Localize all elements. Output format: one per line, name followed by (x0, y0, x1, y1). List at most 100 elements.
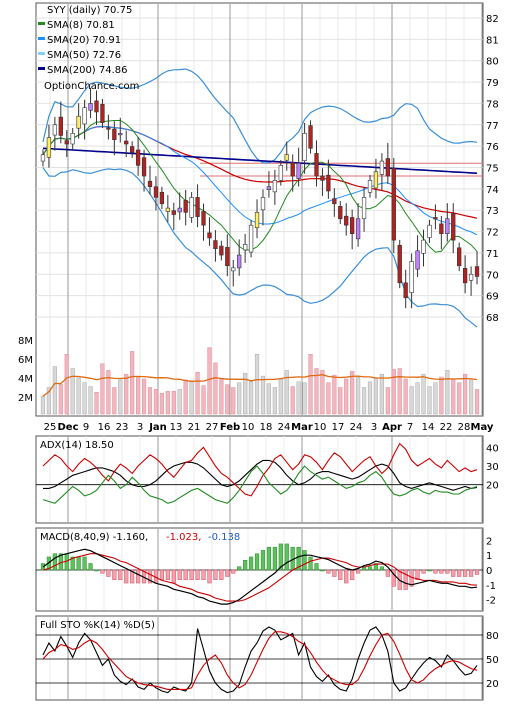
price-candle (314, 140, 319, 187)
macd-histogram-bar (463, 569, 468, 577)
macd-histogram-bar (195, 569, 200, 581)
price-candle (278, 160, 283, 186)
candle-body (355, 218, 361, 240)
macd-histogram-bar (231, 569, 236, 574)
price-candle (326, 159, 331, 199)
price-candle (219, 240, 224, 261)
price-candle (254, 199, 260, 239)
macd-histogram-bar (338, 569, 343, 581)
macd-histogram-bar (385, 569, 390, 577)
date-tick-label: 28 (458, 422, 471, 433)
legend-sma50: SMA(50) 72.76 (47, 50, 121, 61)
volume-bar (195, 372, 200, 415)
macd-histogram-bar (272, 546, 277, 571)
macd-histogram-bar (94, 569, 99, 572)
candle-body (326, 174, 331, 192)
price-candle (266, 171, 272, 198)
candle-body (189, 197, 194, 218)
volume-bar (439, 376, 444, 415)
sma200-line (42, 147, 478, 174)
date-tick-label: 3 (137, 422, 143, 433)
price-tick-label: 75 (486, 164, 499, 175)
macd-hist-value: -0.138 (208, 532, 240, 543)
candle-body (135, 149, 141, 166)
macd-histogram-bar (296, 546, 301, 571)
macd-histogram-bar (314, 563, 319, 571)
volume-bar (183, 379, 188, 415)
macd-histogram-bar (278, 543, 283, 571)
panel-tick-label: 50 (486, 655, 499, 666)
volume-bar (254, 354, 260, 415)
candle-body (445, 218, 450, 235)
date-tick-label: 13 (170, 422, 183, 433)
candle-body (76, 115, 81, 129)
volume-bar (52, 366, 57, 415)
date-tick-label: 9 (83, 422, 89, 433)
candle-body (248, 224, 254, 253)
macd-histogram-bar (284, 543, 289, 571)
macd-histogram-bar (183, 569, 188, 581)
candle-body (421, 239, 426, 254)
candle-body (213, 240, 218, 249)
price-candle (231, 259, 236, 287)
volume-bar (46, 387, 52, 415)
candle-body (439, 223, 444, 235)
candle-body (118, 133, 123, 136)
volume-bar (356, 376, 361, 415)
date-tick-label: 7 (407, 422, 413, 433)
legend-swatch-sma200 (38, 67, 45, 70)
price-candle (159, 186, 165, 210)
price-plot (40, 68, 483, 328)
volume-bar (243, 373, 248, 415)
volume-bar (70, 368, 75, 415)
volume-bar (207, 347, 212, 415)
date-tick-label: Feb (220, 422, 240, 433)
macd-histogram-bar (225, 569, 230, 577)
price-candle (52, 116, 58, 151)
macd-histogram-bar (207, 569, 212, 584)
candle-body (308, 125, 313, 149)
candle-body (88, 103, 93, 111)
price-candle (70, 127, 75, 150)
date-tick-label: Apr (382, 422, 402, 433)
volume-bar (141, 378, 147, 415)
macd-histogram-bar (308, 556, 313, 571)
panel-tick-label: 30 (486, 462, 499, 473)
price-candle (427, 219, 432, 243)
macd-histogram-bar (266, 546, 272, 571)
legend-swatch-sma50 (38, 52, 45, 55)
panel-tick-label: 80 (486, 631, 499, 642)
price-candle (225, 234, 230, 277)
volume-tick-label: 4M (18, 374, 33, 385)
adx-panel-frame (35, 435, 484, 524)
volume-tick-label: 8M (18, 336, 33, 347)
macd-histogram-bar (373, 563, 379, 571)
macd-histogram-bar (118, 569, 123, 581)
sto-plot (36, 626, 483, 694)
candle-body (64, 140, 69, 145)
candle-body (397, 244, 402, 284)
candle-body (171, 210, 176, 215)
volume-bar (40, 395, 46, 415)
sto-title: Full STO %K(14) %D(5) (40, 620, 155, 631)
macd-histogram-bar (391, 569, 396, 587)
legend-sma200: SMA(200) 74.86 (47, 65, 128, 76)
volume-bar (427, 386, 432, 415)
adx-series-line (42, 465, 478, 504)
volume-bar (379, 373, 384, 415)
volume-bar (64, 354, 69, 415)
price-candle (415, 235, 420, 278)
price-candle (106, 114, 111, 140)
candle-body (201, 211, 206, 226)
adx-title: ADX(14) 18.50 (40, 440, 114, 451)
macd-histogram-bar (124, 569, 129, 584)
volume-bar (433, 382, 438, 415)
candle-body (379, 160, 385, 175)
macd-histogram-bar (201, 569, 206, 581)
price-tick-label: 80 (486, 57, 499, 68)
candle-body (58, 116, 63, 136)
macd-histogram-bar (213, 569, 218, 581)
candle-body (266, 186, 272, 191)
price-candle (165, 195, 170, 222)
